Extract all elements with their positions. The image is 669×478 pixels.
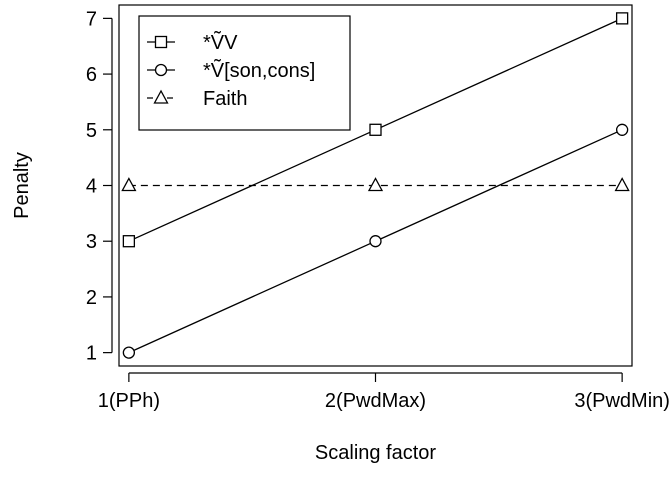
series-2-point-1 [122,346,136,359]
plot-layer [121,12,630,359]
y-tick-label: 1 [86,343,97,365]
y-axis-label: Penalty [11,152,33,219]
legend-circle-marker [154,63,168,77]
series-3 [121,177,630,192]
legend-triangle-marker [153,89,169,104]
series-3-point-3 [614,177,630,192]
legend: *ṼV *Ṽ[son,cons] Faith [138,15,351,131]
series-2-point-3 [615,123,629,136]
x-tick-label: 1(PPh) [98,390,160,412]
series-3-point-2 [367,177,384,192]
legend-label: Faith [203,88,247,110]
series-3-point-1 [121,177,137,192]
y-tick-label: 4 [86,176,97,198]
legend-box [138,15,351,131]
legend-square-marker [154,35,168,49]
y-tick-label: 7 [86,8,97,30]
series-1 [122,12,629,248]
legend-label: *Ṽ[son,cons] [203,58,315,82]
series-1-point-1 [122,235,136,248]
x-axis: 1(PPh) 2(PwdMax) 3(PwdMin) [98,372,669,412]
legend-item-1: *ṼV [147,30,238,54]
series-1-point-3 [615,12,629,25]
y-tick-label: 5 [86,120,97,142]
x-axis-label: Scaling factor [315,442,437,464]
legend-label: *ṼV [203,30,238,54]
x-tick-label: 2(PwdMax) [325,390,426,412]
y-tick-label: 6 [86,64,97,86]
plot-frame [118,4,633,367]
y-tick-label: 3 [86,231,97,253]
y-tick-label: 2 [86,287,97,309]
series-1-point-2 [369,123,382,136]
legend-item-2: *Ṽ[son,cons] [147,58,315,82]
legend-item-3: Faith [147,88,247,110]
y-axis: 1 2 3 4 5 6 7 [86,8,113,365]
x-tick-label: 3(PwdMin) [574,390,669,412]
series-2-point-2 [369,235,382,248]
series-2 [122,123,629,359]
